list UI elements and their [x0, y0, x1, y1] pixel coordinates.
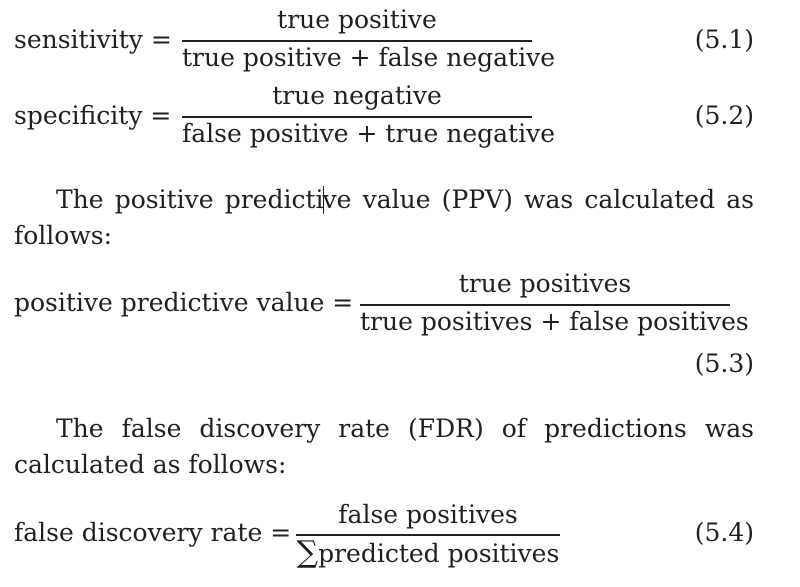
ppv-numerator: true positives [458, 269, 632, 298]
fdr-lhs: false discovery rate = [14, 518, 292, 547]
equation-number: (5.3) [694, 349, 754, 378]
summation-icon: ∑ [296, 535, 319, 570]
ppv-lhs: positive predictive value = [14, 288, 354, 317]
sensitivity-fraction-bar [182, 40, 532, 42]
fdr-numerator: false positives [338, 500, 518, 529]
specificity-numerator: true negative [272, 81, 442, 110]
paragraph-text-part: ve value (PPV) was calculated as follows… [14, 185, 754, 250]
specificity-fraction-bar [182, 116, 532, 118]
equation-number: (5.4) [694, 518, 754, 547]
text-cursor [322, 186, 324, 214]
fdr-denominator: ∑predicted positives [296, 538, 560, 568]
sensitivity-numerator: true positive [277, 5, 437, 34]
fdr-denominator-text: predicted positives [318, 539, 560, 568]
paragraph-fdr-intro: The false discovery rate (FDR) of predic… [14, 414, 754, 479]
sensitivity-denominator: true positive + false negative [182, 43, 556, 72]
sensitivity-lhs: sensitivity = [14, 25, 172, 54]
ppv-fraction-bar [360, 304, 730, 306]
specificity-denominator: false positive + true negative [182, 119, 556, 148]
specificity-lhs: specificity = [14, 101, 172, 130]
equation-number: (5.2) [694, 101, 754, 130]
ppv-denominator: true positives + false positives [360, 307, 749, 336]
paragraph-ppv-intro: The positive predictive value (PPV) was … [14, 182, 754, 254]
paragraph-text-part: The positive predicti [56, 185, 324, 214]
fdr-fraction-bar [296, 534, 560, 536]
equation-number: (5.1) [694, 25, 754, 54]
